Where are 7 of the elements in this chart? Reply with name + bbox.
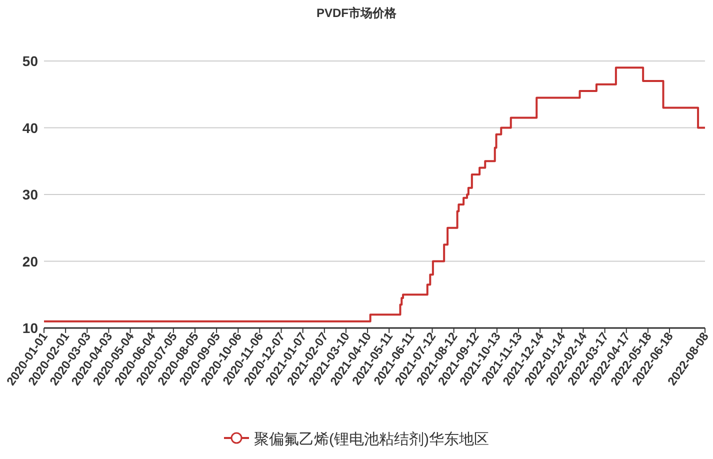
y-tick-label: 50 bbox=[22, 53, 38, 69]
y-tick-label: 30 bbox=[22, 186, 38, 202]
y-tick-label: 40 bbox=[22, 120, 38, 136]
legend-label: 聚偏氟乙烯(锂电池粘结剂)华东地区 bbox=[254, 431, 489, 448]
y-tick-label: 10 bbox=[22, 320, 38, 336]
chart-title: PVDF市场价格 bbox=[316, 6, 398, 20]
y-tick-label: 20 bbox=[22, 253, 38, 270]
